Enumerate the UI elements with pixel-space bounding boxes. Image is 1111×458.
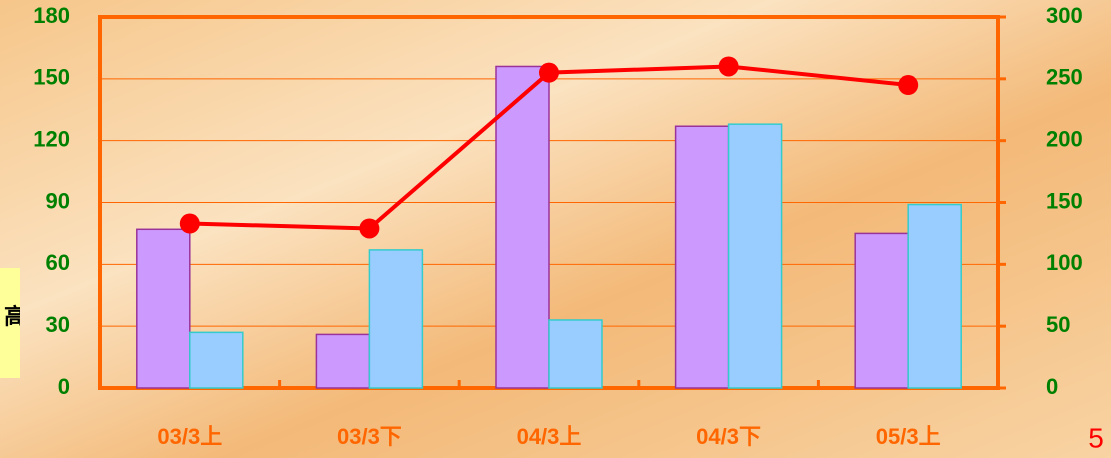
x-tick-label: 04/3上: [517, 424, 582, 449]
x-tick-label: 03/3下: [337, 424, 402, 449]
marker: [718, 56, 739, 77]
page-number: 5: [1088, 422, 1104, 453]
y-tick-label: 120: [33, 126, 70, 151]
y-tick-label: 30: [46, 312, 70, 337]
y-tick-label: 90: [46, 188, 70, 213]
marker: [179, 213, 200, 234]
y2-tick-label: 100: [1046, 250, 1083, 275]
y-tick-label: 60: [46, 250, 70, 275]
marker: [539, 62, 559, 83]
side-box: [0, 268, 20, 378]
y2-tick-label: 300: [1046, 3, 1083, 28]
marker: [898, 75, 919, 96]
bar: [368, 249, 424, 389]
y2-tick-label: 250: [1046, 65, 1083, 90]
bar: [548, 319, 603, 389]
y2-tick-label: 150: [1046, 188, 1083, 213]
marker: [359, 218, 380, 239]
bar: [315, 333, 371, 389]
bar: [727, 123, 783, 389]
y2-tick-label: 200: [1046, 126, 1083, 151]
y-tick-label: 0: [58, 374, 70, 399]
bar: [495, 65, 550, 389]
x-tick-label: 05/3上: [876, 424, 941, 449]
y-tick-label: 150: [33, 65, 70, 90]
side-label: 高: [4, 304, 26, 329]
bar: [189, 331, 244, 389]
bar: [136, 228, 191, 389]
bar: [854, 232, 909, 389]
y-tick-label: 180: [33, 3, 70, 28]
x-tick-label: 04/3下: [696, 424, 761, 449]
x-tick-label: 03/3上: [157, 424, 222, 449]
bar: [674, 125, 730, 389]
bar: [907, 203, 962, 389]
y2-tick-label: 0: [1046, 374, 1058, 399]
y2-tick-label: 50: [1046, 312, 1070, 337]
